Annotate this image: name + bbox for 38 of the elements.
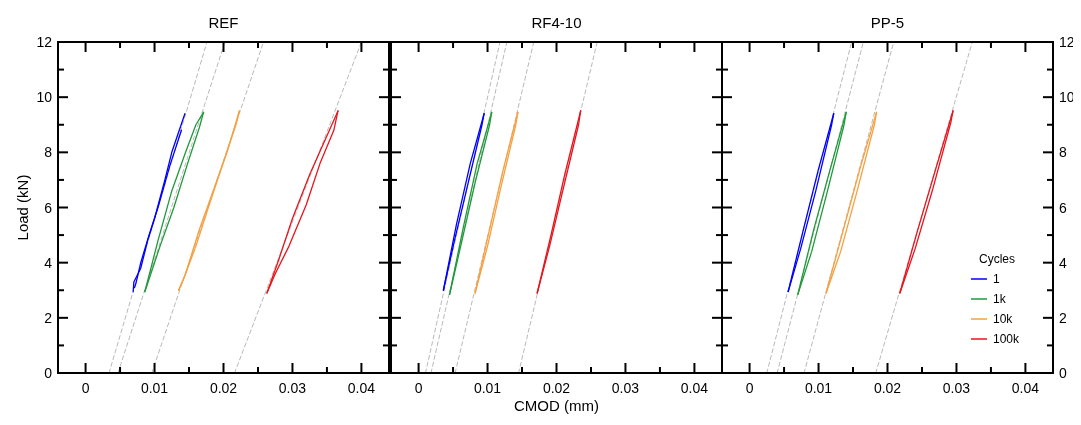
y-axis-title: Load (kN) [14, 174, 31, 241]
legend-label: 1 [993, 272, 1000, 286]
chart-title: PP-5 [870, 14, 905, 31]
y2-tick-label: 0 [1059, 365, 1067, 381]
x-tick-label: 0.03 [278, 380, 307, 396]
y2-tick-label: 8 [1059, 144, 1067, 161]
y2-tick-label: 12 [1059, 34, 1075, 50]
x-tick-label: 0.04 [680, 380, 709, 396]
x-tick-label: 0.04 [1011, 380, 1040, 396]
x-tick-label: 0.01 [140, 380, 169, 396]
x-axis-title: CMOD (mm) [514, 397, 599, 414]
legend-title: Cycles [979, 252, 1016, 266]
y-tick-label: 6 [44, 199, 53, 216]
y2-tick-label: 2 [1059, 309, 1067, 326]
x-tick-label: 0.01 [473, 380, 502, 396]
x-tick-label: 0 [414, 380, 423, 396]
x-tick-label: 0.02 [209, 380, 238, 396]
y2-tick-label: 6 [1059, 199, 1067, 216]
y-tick-label: 8 [44, 144, 53, 161]
chart-title: RF4-10 [531, 14, 582, 31]
chart-title: REF [208, 14, 239, 31]
x-tick-label: 0.02 [873, 380, 902, 396]
x-tick-label: 0.01 [804, 380, 833, 396]
y-tick-label: 4 [44, 254, 53, 271]
x-tick-label: 0.02 [542, 380, 571, 396]
x-tick-label: 0 [81, 380, 90, 396]
x-tick-label: 0.03 [942, 380, 971, 396]
legend-label: 100k [993, 332, 1021, 346]
x-tick-label: 0.03 [611, 380, 640, 396]
y-tick-label: 10 [36, 89, 53, 106]
legend-label: 1k [993, 292, 1007, 306]
y-tick-label: 0 [44, 365, 53, 381]
legend-label: 10k [993, 312, 1014, 326]
x-tick-label: 0.04 [347, 380, 376, 396]
y-tick-label: 2 [44, 309, 53, 326]
y2-tick-label: 4 [1059, 254, 1067, 271]
x-tick-label: 0 [745, 380, 754, 396]
y-tick-label: 12 [36, 34, 53, 50]
